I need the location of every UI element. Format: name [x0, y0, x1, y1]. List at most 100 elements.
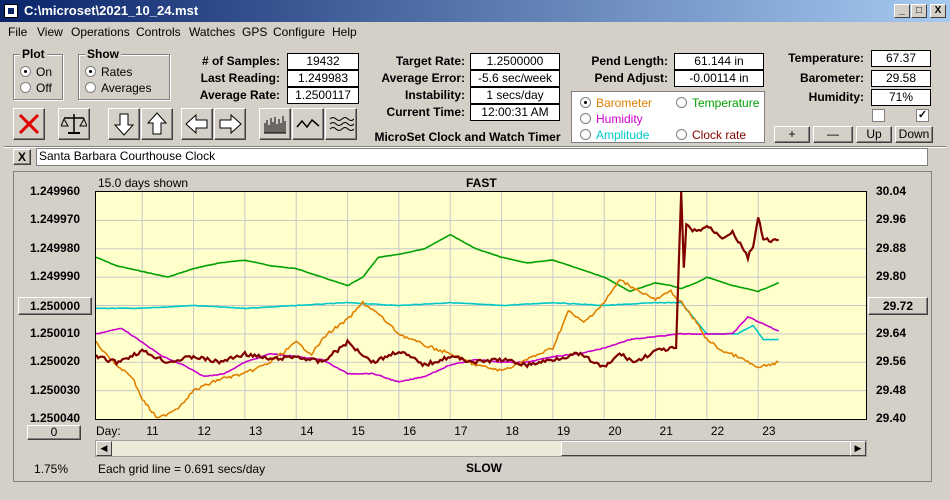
- menu-view[interactable]: View: [37, 25, 63, 39]
- wave-icon: [296, 118, 320, 129]
- scale-down-button[interactable]: Down: [895, 126, 933, 143]
- sensor-temperature-radio[interactable]: Temperature: [676, 96, 759, 110]
- current-time-label: Current Time:: [386, 105, 465, 119]
- maximize-button[interactable]: □: [911, 4, 927, 18]
- squiggle-view-button[interactable]: [325, 108, 357, 140]
- watch-close-button[interactable]: X: [13, 149, 31, 165]
- scroll-thumb[interactable]: [561, 441, 853, 456]
- center-left-button[interactable]: 1.250000: [18, 297, 92, 315]
- humidity-label: Humidity:: [808, 90, 864, 104]
- pend-adjust-label: Pend Adjust:: [594, 71, 668, 85]
- scale-plus-button[interactable]: +: [774, 126, 810, 143]
- watch-name-input[interactable]: Santa Barbara Courthouse Clock: [36, 148, 928, 166]
- menu-help[interactable]: Help: [332, 25, 357, 39]
- y-right-tick: 29.96: [876, 212, 907, 227]
- y-left-tick: 1.249960: [30, 184, 81, 198]
- average-error-value: -5.6 sec/week: [470, 70, 560, 87]
- balance-button[interactable]: [58, 108, 90, 140]
- arrow-down-button[interactable]: [108, 108, 140, 140]
- chart-title-fast: FAST: [466, 176, 497, 190]
- balance-icon: [61, 114, 87, 134]
- center-right-button[interactable]: 29.72: [868, 297, 928, 315]
- average-rate-label: Average Rate:: [199, 88, 280, 102]
- show-rates-radio[interactable]: Rates: [85, 65, 132, 79]
- clear-icon: [18, 113, 40, 135]
- sensor-barometer-radio[interactable]: Barometer: [580, 96, 652, 110]
- show-averages-radio[interactable]: Averages: [85, 81, 151, 95]
- menu-bar: File View Operations Controls Watches GP…: [0, 23, 950, 42]
- arrow-right-button[interactable]: [214, 108, 246, 140]
- series-line-amplitude: [96, 301, 779, 341]
- zoom-percent: 1.75%: [34, 462, 69, 476]
- window-title: C:\microset\2021_10_24.mst: [24, 3, 199, 18]
- series-line-humidity: [96, 315, 780, 383]
- arrow-up-button[interactable]: [141, 108, 173, 140]
- title-bar: C:\microset\2021_10_24.mst _ □ X: [0, 0, 950, 22]
- sensor-clock-rate-radio[interactable]: Clock rate: [676, 128, 746, 142]
- y-left-tick: 1.250020: [30, 354, 81, 369]
- close-button[interactable]: X: [930, 4, 946, 18]
- x-tick: 18: [505, 424, 519, 438]
- menu-file[interactable]: File: [8, 25, 28, 39]
- minimize-button[interactable]: _: [894, 4, 910, 18]
- pend-length-label: Pend Length:: [591, 54, 668, 68]
- chart-scrollbar[interactable]: ◀ ▶: [95, 440, 867, 457]
- sensor-selector: Barometer Temperature Humidity Amplitude…: [571, 91, 765, 143]
- offset-button[interactable]: 0: [27, 425, 81, 440]
- scale-minus-button[interactable]: —: [813, 126, 853, 143]
- chart-title-slow: SLOW: [466, 461, 502, 475]
- scroll-right-button[interactable]: ▶: [850, 441, 866, 456]
- menu-controls[interactable]: Controls: [136, 25, 181, 39]
- instability-label: Instability:: [404, 88, 465, 102]
- arrow-down-icon: [113, 113, 135, 136]
- current-time-value: 12:00:31 AM: [470, 104, 560, 121]
- barometer-label: Barometer:: [799, 71, 864, 85]
- x-tick: 21: [659, 424, 673, 438]
- menu-operations[interactable]: Operations: [71, 25, 130, 39]
- arrow-up-icon: [146, 112, 168, 135]
- y-right-tick: 29.48: [876, 382, 907, 397]
- wave-view-button[interactable]: [292, 108, 324, 140]
- x-tick: 19: [556, 424, 571, 438]
- show-group: Show Rates Averages: [78, 47, 170, 100]
- y-left-tick: 1.249980: [30, 240, 81, 255]
- bars-icon: [264, 116, 286, 134]
- y-right-tick: 29.64: [876, 325, 907, 340]
- checkbox-right[interactable]: ✓: [916, 109, 929, 122]
- y-left-tick: 1.250010: [30, 325, 81, 340]
- instability-value: 1 secs/day: [470, 87, 560, 104]
- scroll-left-button[interactable]: ◀: [96, 441, 112, 456]
- x-tick: 12: [197, 424, 211, 438]
- barometer-value: 29.58: [871, 70, 931, 87]
- last-reading-label: Last Reading:: [200, 71, 280, 85]
- menu-watches[interactable]: Watches: [189, 25, 236, 39]
- bars-view-button[interactable]: [259, 108, 291, 140]
- arrow-left-button[interactable]: [181, 108, 213, 140]
- grid-note: Each grid line = 0.691 secs/day: [98, 462, 266, 476]
- y-right-tick: 30.04: [876, 184, 907, 198]
- arrow-right-icon: [219, 113, 242, 135]
- sensor-amplitude-radio[interactable]: Amplitude: [580, 128, 649, 142]
- plot-off-radio[interactable]: Off: [20, 81, 52, 95]
- average-rate-value: 1.2500117: [287, 87, 359, 104]
- checkbox-left[interactable]: [872, 109, 885, 122]
- clear-button[interactable]: [13, 108, 45, 140]
- samples-value: 19432: [287, 53, 359, 70]
- scale-up-button[interactable]: Up: [856, 126, 892, 143]
- pend-length-value: 61.144 in: [674, 53, 764, 70]
- x-tick: 23: [762, 424, 776, 438]
- series-line-temperature: [96, 233, 779, 293]
- temperature-value: 67.37: [871, 50, 931, 67]
- y-left-tick: 1.250030: [30, 382, 81, 397]
- x-tick: 16: [402, 424, 417, 438]
- series-line-clock-rate: [96, 192, 779, 369]
- y-left-tick: 1.249970: [30, 212, 81, 227]
- target-rate-value: 1.2500000: [470, 53, 560, 70]
- plot-on-radio[interactable]: On: [20, 65, 52, 79]
- show-group-title: Show: [85, 47, 121, 61]
- sensor-humidity-radio[interactable]: Humidity: [580, 112, 643, 126]
- y-left-tick: 1.249990: [30, 269, 81, 284]
- menu-gps[interactable]: GPS: [242, 25, 268, 39]
- menu-configure[interactable]: Configure: [273, 25, 326, 39]
- target-rate-label: Target Rate:: [395, 54, 465, 68]
